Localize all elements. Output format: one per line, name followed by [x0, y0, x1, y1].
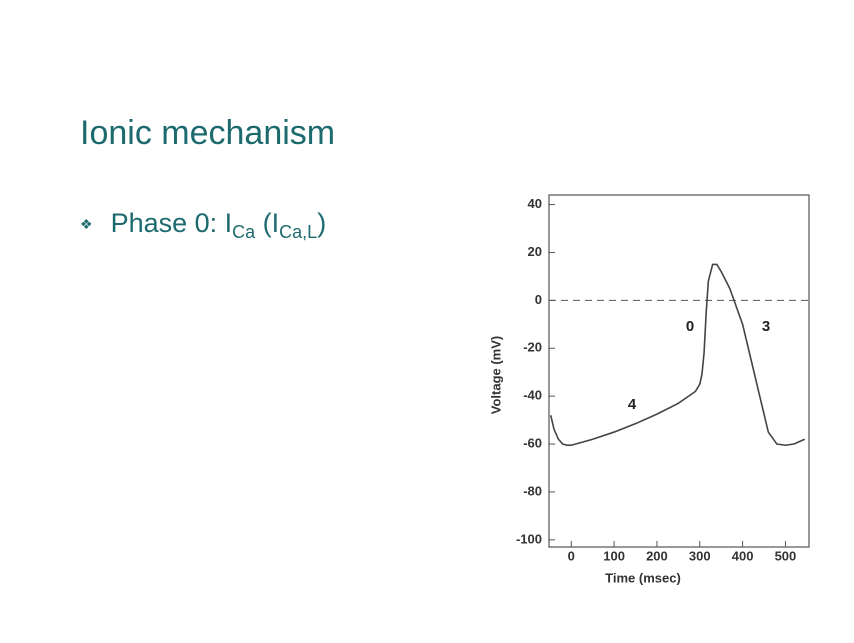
bullet-sub: Ca,L — [279, 222, 318, 242]
bullet-text: Phase 0: I — [110, 208, 233, 238]
y-axis-label: Voltage (mV) — [488, 336, 503, 415]
bullet: ❖ Phase 0: ICa (ICa,L) — [80, 208, 326, 243]
x-tick-label: 400 — [732, 548, 754, 563]
x-tick-label: 300 — [689, 548, 711, 563]
bullet-text: (I — [255, 208, 280, 238]
y-tick-label: -100 — [516, 531, 542, 546]
bullet-icon: ❖ — [80, 216, 93, 233]
phase-label: 3 — [762, 318, 770, 335]
x-tick-label: 200 — [646, 548, 668, 563]
phase-label: 4 — [628, 396, 637, 413]
bullet-text: ) — [317, 208, 327, 238]
y-tick-label: -40 — [523, 388, 542, 403]
x-tick-label: 0 — [568, 548, 575, 563]
x-tick-label: 100 — [603, 548, 625, 563]
y-tick-label: -80 — [523, 483, 542, 498]
y-tick-label: 0 — [535, 292, 542, 307]
bullet-sub: Ca — [232, 222, 256, 242]
phase-label: 0 — [686, 318, 694, 335]
y-tick-label: -20 — [523, 340, 542, 355]
y-tick-label: 40 — [528, 196, 542, 211]
slide-title: Ionic mechanism — [80, 114, 336, 152]
x-axis-label: Time (msec) — [605, 570, 681, 585]
y-tick-label: 20 — [528, 244, 542, 259]
line — [549, 263, 806, 447]
x-tick-label: 500 — [775, 548, 797, 563]
plot-frame — [548, 194, 810, 548]
y-tick-label: -60 — [523, 435, 542, 450]
